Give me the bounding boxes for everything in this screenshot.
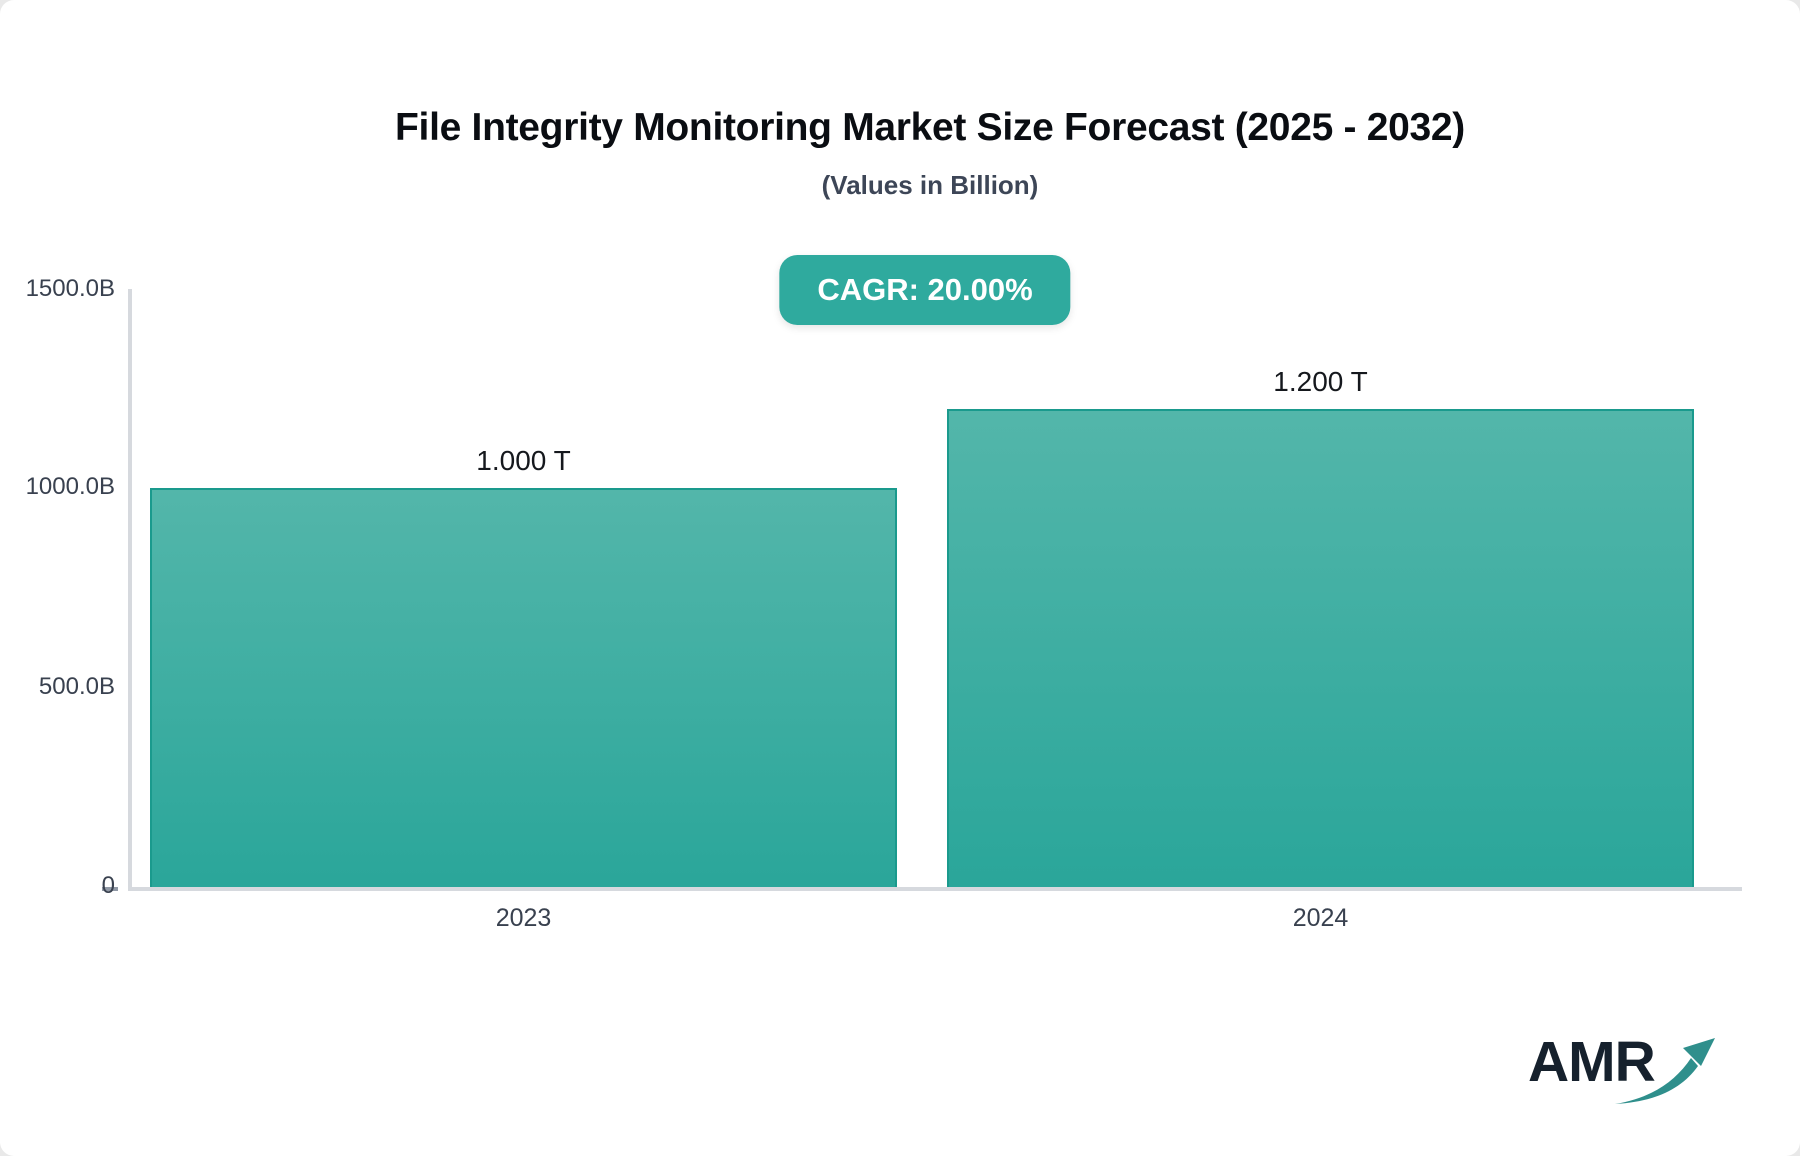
x-axis-label-2023: 2023 [495,904,552,932]
y-axis-line [128,289,132,891]
amr-logo: AMR [1528,1028,1718,1108]
chart-subtitle: (Values in Billion) [821,170,1039,200]
cagr-badge: CAGR: 20.00% [779,255,1071,325]
y-tick-label: 1500.0B [25,275,115,302]
x-axis-line [128,887,1742,891]
bar-value-label: 1.000 T [476,445,571,476]
bar-2023[interactable] [150,488,897,887]
x-axis-label-2024: 2024 [1292,904,1349,932]
y-tick-label: 1000.0B [25,473,115,500]
bar-value-label: 1.200 T [1273,366,1368,397]
zero-tick-mark [102,887,118,891]
plot-area: 1.000 T 1.200 T 2023 2024 [102,289,1742,932]
bar-group-2023: 1.000 T [150,289,897,887]
y-tick-label: 0 [101,872,115,899]
y-tick-label: 500.0B [38,673,115,700]
amr-logo-text: AMR [1528,1030,1656,1094]
bar-group-2024: 1.200 T [947,289,1694,887]
bar-2024[interactable] [947,409,1694,887]
growth-arrow-icon [1615,1038,1715,1104]
chart-title: File Integrity Monitoring Market Size Fo… [395,106,1465,149]
